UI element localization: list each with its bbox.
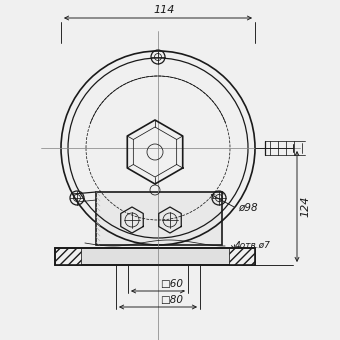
Text: □80: □80 — [160, 295, 184, 305]
Text: ø98: ø98 — [238, 203, 258, 213]
Text: 124: 124 — [300, 196, 310, 217]
Text: 4отв.ø7: 4отв.ø7 — [235, 240, 271, 250]
Bar — [55, 248, 81, 265]
Bar — [55, 248, 255, 265]
Text: 114: 114 — [153, 5, 175, 15]
Text: □60: □60 — [160, 279, 184, 289]
Bar — [96, 192, 222, 245]
Bar — [229, 248, 255, 265]
